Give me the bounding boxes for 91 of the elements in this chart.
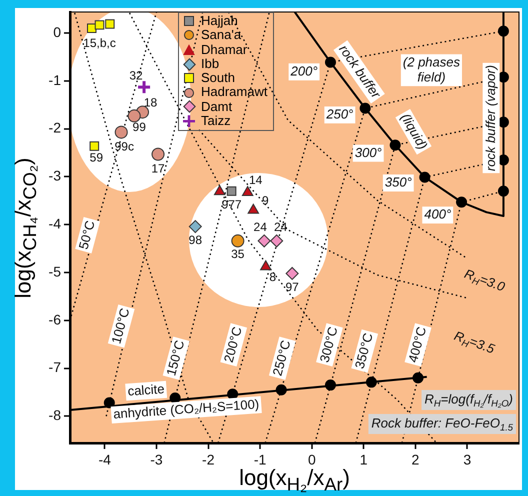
point	[286, 266, 299, 280]
x-tick-label: 2	[412, 451, 420, 468]
point	[360, 102, 371, 114]
point	[242, 186, 254, 196]
x-axis-title: log(x$_{H₂}$/x$_{Ar}$)	[239, 465, 350, 494]
annotation: 250°C	[270, 338, 294, 378]
annotation: 17	[151, 162, 166, 176]
x-tick-label: 3	[463, 451, 472, 468]
x-tick-label: 0	[308, 451, 316, 468]
point	[90, 141, 100, 151]
point	[276, 384, 287, 396]
y-tick-label: -6	[48, 311, 62, 328]
x-tick-label: 1	[360, 451, 368, 468]
annotation: 200°	[290, 63, 318, 78]
point	[104, 397, 115, 408]
x-tick-label: -1	[254, 451, 266, 468]
annotation: 98	[188, 232, 202, 247]
x-tick-label: -3	[150, 451, 163, 468]
annotation: 250°	[325, 106, 354, 122]
annotation: 59	[90, 150, 104, 164]
legend-label: Ibb	[201, 56, 220, 72]
point	[94, 20, 104, 30]
annotation: RH=3.0	[462, 266, 508, 295]
x-tick-label: -2	[202, 451, 215, 468]
point	[227, 388, 238, 400]
point	[270, 234, 284, 248]
annotation: 400°C	[405, 325, 430, 364]
legend-label: Dhamar	[201, 42, 248, 57]
point	[260, 260, 272, 270]
annotation: 977	[222, 197, 242, 212]
annotation: 14	[248, 172, 263, 187]
point	[498, 26, 509, 37]
y-tick-label: -8	[48, 407, 62, 424]
annotation: 97	[285, 280, 300, 294]
annotation: RH=3.5	[452, 328, 498, 357]
annotation: anhydrite (CO₂/H₂S=100)	[112, 396, 260, 422]
annotation: 32	[129, 68, 144, 82]
point	[324, 56, 336, 68]
point	[258, 234, 271, 248]
annotation: 50°C	[76, 218, 98, 251]
y-tick-label: -5	[48, 263, 62, 280]
point	[366, 376, 377, 388]
legend-label: Sana'a	[201, 27, 242, 43]
y-tick-label: -1	[48, 72, 62, 88]
annotation: 24	[254, 220, 268, 234]
annotation: 9	[262, 194, 269, 208]
point	[152, 148, 165, 161]
point	[231, 234, 244, 248]
point	[87, 24, 96, 34]
annotation: 200°C	[220, 325, 245, 364]
point	[114, 126, 128, 139]
legend-label: Hajjah	[201, 13, 238, 28]
point	[105, 19, 115, 29]
point	[419, 172, 430, 183]
point	[324, 380, 336, 391]
legend-label: South	[201, 70, 235, 86]
annotation: (2 phases field)	[402, 54, 460, 84]
annotation: 150°C	[163, 338, 188, 378]
annotation: 300°C	[316, 325, 341, 364]
point	[498, 186, 509, 197]
annotation: 400°	[424, 206, 452, 222]
point	[456, 196, 468, 208]
annotation: 35	[231, 247, 245, 262]
y-tick-label: -3	[48, 168, 62, 184]
annotation: 350°C	[352, 331, 376, 370]
y-tick-label: 0	[53, 24, 62, 40]
legend-label: Hadramawt	[201, 84, 268, 100]
annotation: 24	[274, 220, 288, 234]
legend-label: Damt	[201, 98, 232, 114]
annotation: 15,b,c	[83, 36, 116, 50]
y-tick-label: -2	[48, 120, 62, 136]
annotation: 8	[269, 270, 276, 284]
legend-label: Taizz	[201, 113, 231, 128]
annotation: 100°C	[108, 306, 132, 346]
point	[188, 220, 202, 234]
point	[136, 80, 152, 95]
point	[412, 372, 424, 384]
y-tick-label: -7	[48, 359, 62, 376]
y-tick-label: -4	[48, 215, 62, 232]
annotation: 99c	[114, 140, 134, 154]
point	[214, 185, 226, 196]
annotation: calcite	[127, 381, 165, 399]
point	[128, 109, 141, 122]
annotation: 18	[144, 95, 158, 110]
annotation: rock buffer (vapor)	[482, 64, 498, 172]
point	[248, 204, 260, 214]
annotation: 99	[132, 120, 146, 134]
point	[226, 186, 236, 196]
x-tick-label: -4	[98, 451, 112, 468]
annotation: 350°	[384, 174, 412, 190]
annotation: 300°	[354, 144, 382, 160]
